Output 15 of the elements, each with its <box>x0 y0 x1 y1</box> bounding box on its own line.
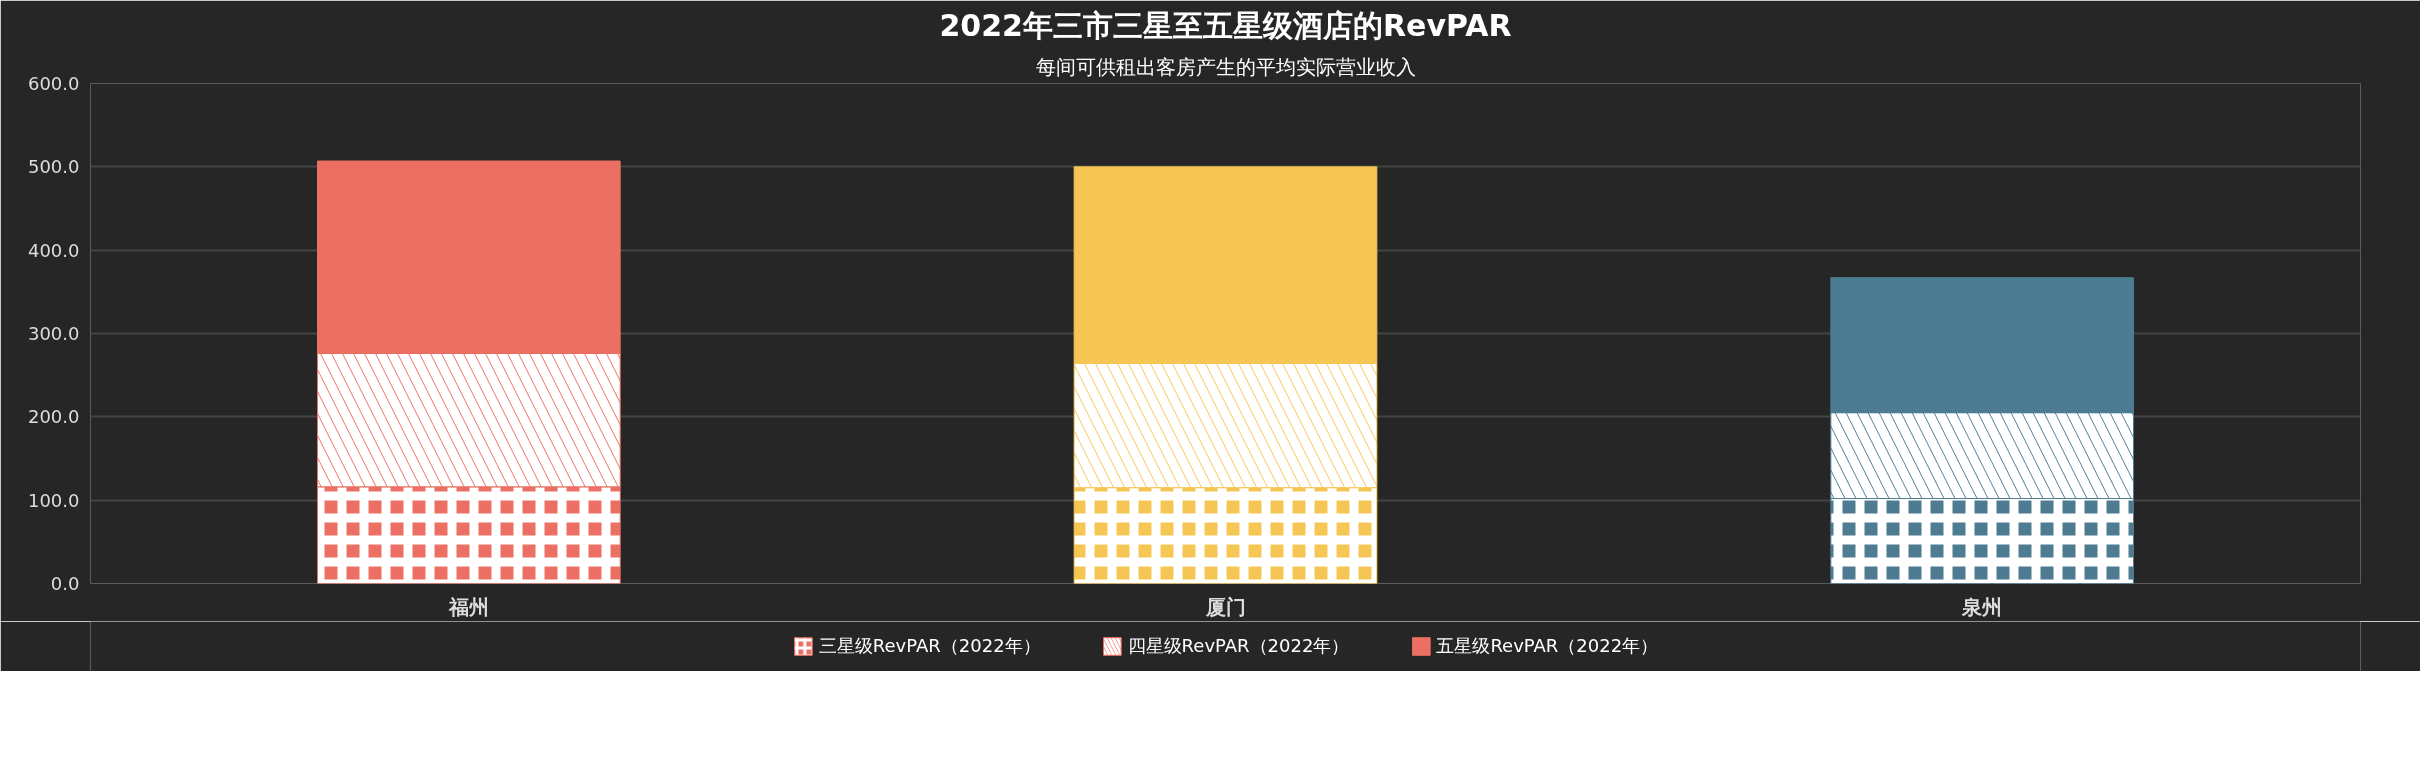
chart-title: 2022年三市三星至五星级酒店的RevPAR <box>939 7 1512 43</box>
y-tick-label: 400.0 <box>27 239 80 261</box>
x-tick-label: 厦门 <box>1204 594 1246 619</box>
y-tick-label: 200.0 <box>27 406 80 428</box>
y-tick-label: 100.0 <box>27 489 80 511</box>
x-tick-label: 泉州 <box>1961 594 2003 619</box>
y-tick-label: 300.0 <box>27 323 80 344</box>
x-tick-label: 福州 <box>447 594 489 619</box>
y-tick-label: 0.0 <box>50 573 80 594</box>
chart-subtitle: 每间可供租出客房产生的平均实际营业收入 <box>1035 54 1416 79</box>
legend-label: 三星级RevPAR（2022年） <box>818 634 1041 658</box>
y-tick-label: 500.0 <box>27 156 80 178</box>
y-tick-label: 600.0 <box>27 73 80 94</box>
legend-label: 五星级RevPAR（2022年） <box>1436 634 1659 658</box>
legend-label: 四星级RevPAR（2022年） <box>1127 634 1350 658</box>
